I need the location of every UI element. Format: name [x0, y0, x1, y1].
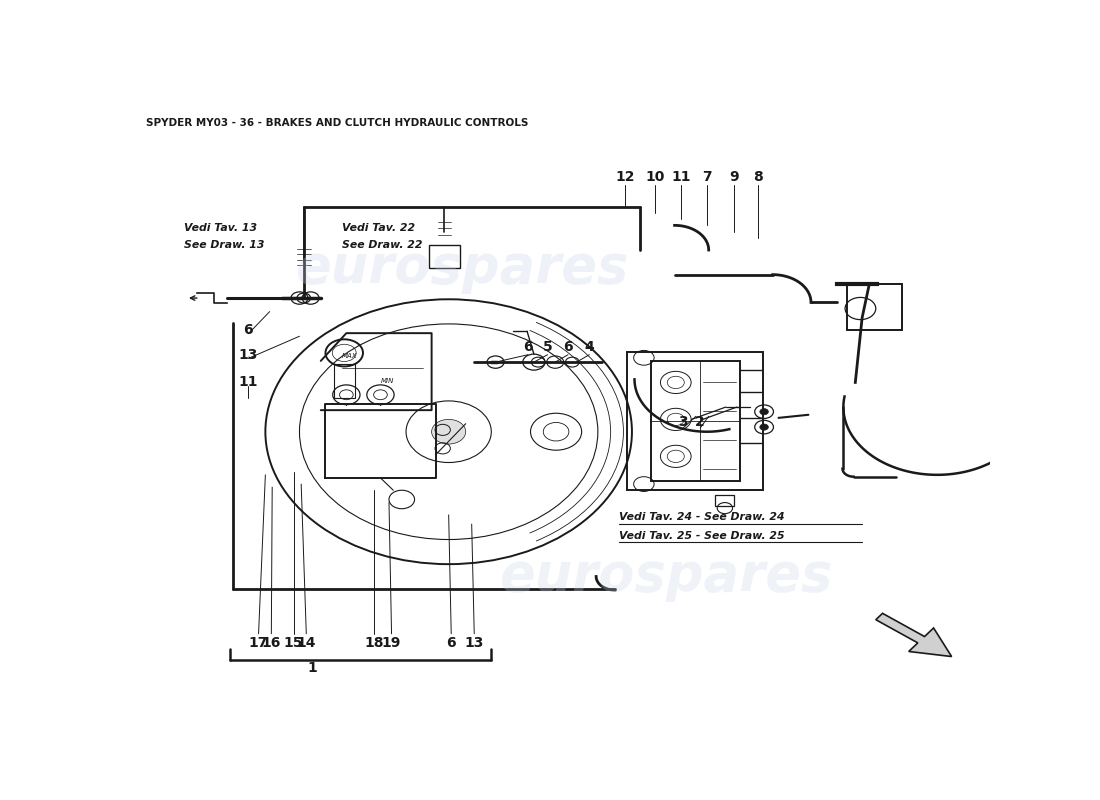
Text: 11: 11 [672, 170, 691, 184]
Text: MIN: MIN [381, 378, 394, 383]
Text: 17: 17 [249, 636, 268, 650]
Text: 16: 16 [262, 636, 280, 650]
Text: 6: 6 [447, 636, 456, 650]
Text: MAX: MAX [342, 353, 358, 359]
Text: 14: 14 [297, 636, 316, 650]
Text: Vedi Tav. 24 - See Draw. 24: Vedi Tav. 24 - See Draw. 24 [619, 512, 784, 522]
Circle shape [431, 419, 465, 444]
Text: 2: 2 [695, 415, 705, 430]
Text: 13: 13 [464, 636, 484, 650]
Bar [627, 352, 763, 490]
Text: 9: 9 [729, 170, 739, 184]
Text: 6: 6 [524, 340, 532, 354]
Circle shape [760, 424, 768, 430]
Bar [715, 494, 735, 506]
Bar [333, 364, 355, 398]
Text: See Draw. 13: See Draw. 13 [185, 240, 265, 250]
Text: eurospares: eurospares [499, 550, 833, 602]
Text: 13: 13 [239, 348, 258, 362]
Text: 3: 3 [679, 415, 688, 430]
Text: 19: 19 [382, 636, 402, 650]
Text: See Draw. 22: See Draw. 22 [342, 240, 422, 250]
Text: 4: 4 [584, 340, 594, 354]
Text: 1: 1 [307, 661, 317, 674]
Text: 10: 10 [646, 170, 664, 184]
Text: 11: 11 [239, 375, 258, 390]
Text: eurospares: eurospares [295, 242, 628, 294]
Text: 7: 7 [702, 170, 712, 184]
Text: SPYDER MY03 - 36 - BRAKES AND CLUTCH HYDRAULIC CONTROLS: SPYDER MY03 - 36 - BRAKES AND CLUTCH HYD… [146, 118, 528, 127]
Bar [429, 245, 460, 269]
Text: Vedi Tav. 22: Vedi Tav. 22 [342, 222, 415, 233]
Text: 6: 6 [243, 323, 253, 337]
Text: 5: 5 [542, 340, 552, 354]
Text: 18: 18 [365, 636, 384, 650]
Text: Vedi Tav. 13: Vedi Tav. 13 [185, 222, 257, 233]
Bar [847, 284, 902, 330]
Bar [651, 361, 740, 481]
Text: 15: 15 [284, 636, 304, 650]
Text: Vedi Tav. 25 - See Draw. 25: Vedi Tav. 25 - See Draw. 25 [619, 530, 784, 541]
Circle shape [760, 409, 768, 414]
Text: 8: 8 [754, 170, 763, 184]
FancyArrow shape [876, 614, 952, 657]
Text: 12: 12 [615, 170, 635, 184]
Text: 6: 6 [563, 340, 573, 354]
